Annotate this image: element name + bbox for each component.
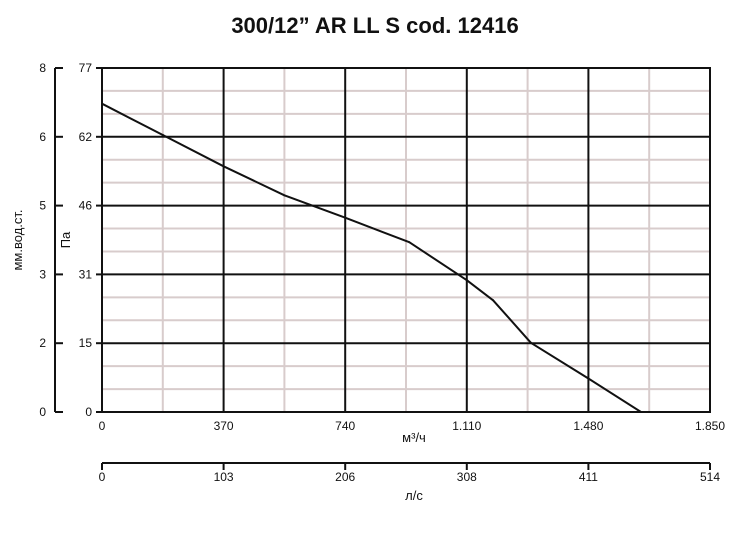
y2-tick-label: 6 bbox=[39, 130, 46, 144]
y2-tick-label: 3 bbox=[39, 267, 46, 281]
x2-tick-label: 103 bbox=[214, 470, 234, 484]
curve-point bbox=[587, 377, 590, 380]
y2-ticks: 0 2 3 5 6 8 bbox=[39, 61, 63, 419]
curve-point bbox=[408, 241, 411, 244]
y-tick-label: 46 bbox=[79, 199, 93, 213]
x2-axis-label: л/с bbox=[405, 488, 423, 503]
major-grid bbox=[102, 68, 710, 412]
curve-point bbox=[344, 216, 347, 219]
y-tick-label: 0 bbox=[85, 405, 92, 419]
x-tick-label: 1.110 bbox=[452, 419, 481, 433]
y-tick-label: 31 bbox=[79, 267, 93, 281]
curve-point bbox=[161, 134, 164, 137]
plot-frame bbox=[101, 67, 711, 413]
y-tick-label: 62 bbox=[79, 130, 93, 144]
y-tick-label: 15 bbox=[79, 336, 93, 350]
curve-point bbox=[529, 341, 532, 344]
x2-tick-label: 411 bbox=[579, 470, 598, 484]
curve-points bbox=[101, 102, 642, 413]
x2-tick-label: 206 bbox=[335, 470, 355, 484]
minor-grid bbox=[102, 68, 710, 412]
curve-point bbox=[492, 299, 495, 302]
x-ticks: 0 370 740 1.110 1.480 1.850 bbox=[99, 419, 726, 433]
y2-axis-label: мм.вод.ст. bbox=[10, 209, 25, 270]
x-tick-label: 740 bbox=[335, 419, 355, 433]
y-tick-label: 77 bbox=[79, 61, 93, 75]
curve-point bbox=[465, 279, 468, 282]
x2-ticks: 0 103 206 308 411 514 bbox=[99, 463, 720, 484]
curve-point bbox=[222, 165, 225, 168]
x-tick-label: 370 bbox=[214, 419, 234, 433]
y2-tick-label: 8 bbox=[39, 61, 46, 75]
x2-tick-label: 514 bbox=[700, 470, 720, 484]
y2-tick-label: 2 bbox=[39, 336, 46, 350]
chart-title: 300/12” AR LL S cod. 12416 bbox=[231, 13, 518, 38]
y-ticks: 0 15 31 46 62 77 bbox=[79, 61, 102, 419]
x-tick-label: 0 bbox=[99, 419, 106, 433]
y-axis-label: Па bbox=[58, 231, 73, 248]
x-axis-label: м³/ч bbox=[402, 430, 426, 445]
x2-tick-label: 308 bbox=[457, 470, 477, 484]
curve-point bbox=[101, 102, 103, 105]
y2-tick-label: 5 bbox=[39, 199, 46, 213]
curve-point bbox=[639, 411, 642, 413]
x2-tick-label: 0 bbox=[99, 470, 106, 484]
curve-point bbox=[283, 194, 286, 197]
x-tick-label: 1.480 bbox=[573, 419, 603, 433]
x-tick-label: 1.850 bbox=[695, 419, 725, 433]
y2-tick-label: 0 bbox=[39, 405, 46, 419]
